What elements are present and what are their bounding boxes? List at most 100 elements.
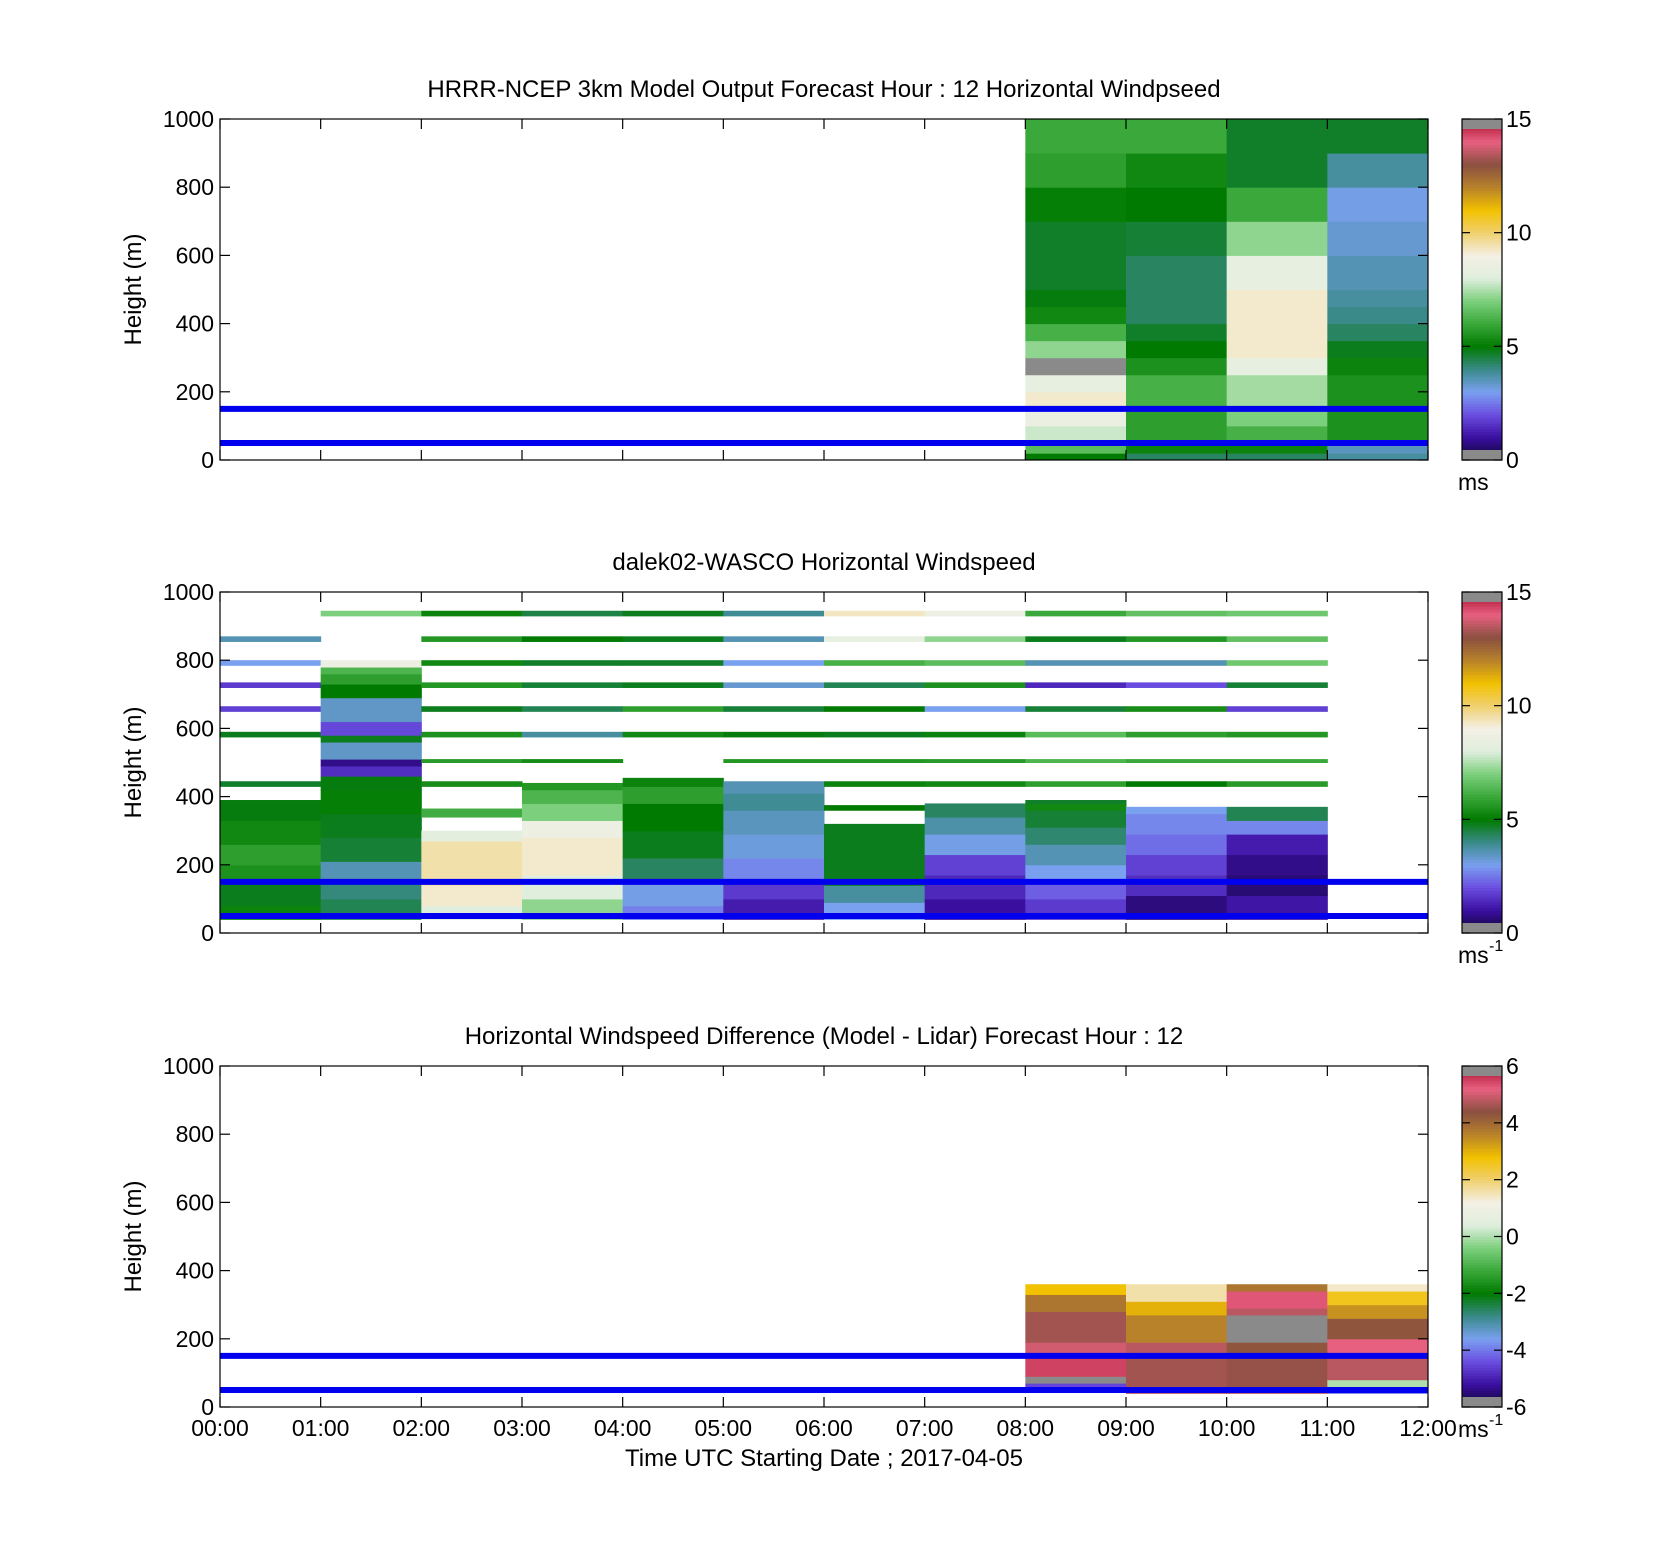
colorbar-segment — [1462, 1310, 1502, 1314]
colorbar-segment — [1462, 434, 1502, 438]
colorbar-tick-label: -2 — [1506, 1280, 1526, 1306]
colorbar-segment — [1462, 694, 1502, 698]
heatmap-cell — [1025, 453, 1127, 461]
colorbar-segment — [1462, 1074, 1502, 1078]
heatmap-cell — [320, 789, 422, 815]
colorbar-segment — [1462, 1182, 1502, 1186]
y-tick-label: 800 — [176, 174, 214, 200]
colorbar: 0 5 10 15 ms -1 — [1458, 579, 1532, 968]
heatmap-cell — [723, 682, 825, 688]
heatmap-cell — [220, 636, 322, 642]
heatmap-cell — [622, 777, 724, 787]
colorbar-segment — [1462, 663, 1502, 667]
colorbar-segment — [1462, 363, 1502, 367]
colorbar-segment — [1462, 1168, 1502, 1172]
colorbar-segment — [1462, 1358, 1502, 1363]
colorbar-segment — [1462, 793, 1502, 798]
heatmap-cell — [1126, 834, 1228, 856]
heatmap-cell — [1226, 374, 1328, 410]
panel-title: HRRR-NCEP 3km Model Output Forecast Hour… — [427, 76, 1220, 103]
colorbar-segment — [1462, 374, 1502, 379]
heatmap-cell — [1327, 1284, 1429, 1292]
heatmap-cell — [1126, 442, 1228, 454]
heatmap-cell — [1025, 803, 1127, 811]
colorbar-segment — [1462, 731, 1502, 735]
colorbar-segment — [1462, 1185, 1502, 1189]
heatmap-cell — [723, 810, 825, 835]
colorbar-segment — [1462, 1117, 1502, 1121]
heatmap-cell — [522, 759, 624, 763]
heatmap-cell — [1126, 453, 1228, 461]
colorbar-segment — [1462, 158, 1502, 163]
colorbar-segment — [1462, 790, 1502, 795]
panel-2: dalek02-WASCO Horizontal Windspeed 0 200 40… — [120, 549, 1532, 968]
heatmap-cell — [1025, 357, 1127, 376]
colorbar-segment — [1462, 1304, 1502, 1309]
y-tick-label: 200 — [176, 379, 214, 405]
colorbar-segment — [1462, 853, 1502, 857]
heatmap-cell — [1126, 221, 1228, 256]
heatmap-cell — [924, 759, 1026, 763]
heatmap-cell — [723, 793, 825, 811]
colorbar-segment — [1462, 155, 1502, 160]
colorbar-segment — [1462, 609, 1502, 613]
colorbar-segment — [1462, 864, 1502, 869]
colorbar-segment — [1462, 645, 1502, 650]
colorbar-segment — [1462, 833, 1502, 837]
heatmap-cell — [320, 765, 422, 777]
heatmap-cell — [522, 803, 624, 821]
colorbar-segment — [1462, 910, 1502, 914]
colorbar-segment — [1462, 1375, 1502, 1380]
heatmap-cell — [1226, 357, 1328, 376]
heatmap-cell — [320, 660, 422, 668]
colorbar-segment — [1462, 802, 1502, 806]
colorbar-segment — [1462, 192, 1502, 197]
heatmap-cell — [1126, 813, 1228, 835]
heatmap-cell — [1226, 759, 1328, 763]
colorbar-segment — [1462, 1316, 1502, 1320]
heatmap-cell — [1226, 706, 1328, 712]
heatmap-cell — [522, 682, 624, 688]
colorbar-segment — [1462, 1389, 1502, 1394]
colorbar-segment — [1462, 1171, 1502, 1175]
y-tick-label: 0 — [201, 920, 214, 946]
colorbar-segment — [1462, 1137, 1502, 1141]
colorbar-segment — [1462, 1301, 1502, 1306]
x-tick-label: 04:00 — [594, 1415, 652, 1441]
colorbar-segment — [1462, 1259, 1502, 1263]
colorbar-segment — [1462, 1330, 1502, 1334]
colorbar-segment — [1462, 244, 1502, 248]
colorbar-segment — [1462, 1188, 1502, 1192]
colorbar-segment — [1462, 1083, 1502, 1087]
colorbar-segment — [1462, 1381, 1502, 1385]
colorbar-segment — [1462, 773, 1502, 778]
heatmap-cell — [1126, 1355, 1228, 1388]
heatmap-cell — [1025, 706, 1127, 712]
colorbar-segment — [1462, 1191, 1502, 1195]
heatmap-cell — [723, 731, 825, 738]
colorbar-segment — [1462, 235, 1502, 239]
heatmap-cell — [622, 660, 724, 666]
colorbar-segment — [1462, 1151, 1502, 1155]
heatmap-cell — [1025, 759, 1127, 763]
colorbar-segment — [1462, 437, 1502, 441]
heatmap-cell — [1025, 153, 1127, 188]
colorbar-segment — [1462, 229, 1502, 234]
heatmap-cells — [1025, 1284, 1429, 1394]
colorbar-segment — [1462, 221, 1502, 225]
heatmap-cell — [723, 610, 825, 617]
colorbar-unit: ms — [1458, 469, 1489, 495]
heatmap-cell — [522, 610, 624, 617]
colorbar-segment — [1462, 873, 1502, 877]
colorbar-segment — [1462, 332, 1502, 336]
colorbar-segment — [1462, 697, 1502, 701]
colorbar-cap-bottom — [1462, 450, 1502, 460]
colorbar-segment — [1462, 717, 1502, 721]
heatmap-cell — [1226, 119, 1328, 188]
heatmap-cell — [1025, 881, 1127, 900]
colorbar-segment — [1462, 782, 1502, 786]
colorbar-segment — [1462, 606, 1502, 610]
heatmap-cell — [522, 731, 624, 738]
colorbar-segment — [1462, 708, 1502, 712]
heatmap-cell — [723, 636, 825, 642]
